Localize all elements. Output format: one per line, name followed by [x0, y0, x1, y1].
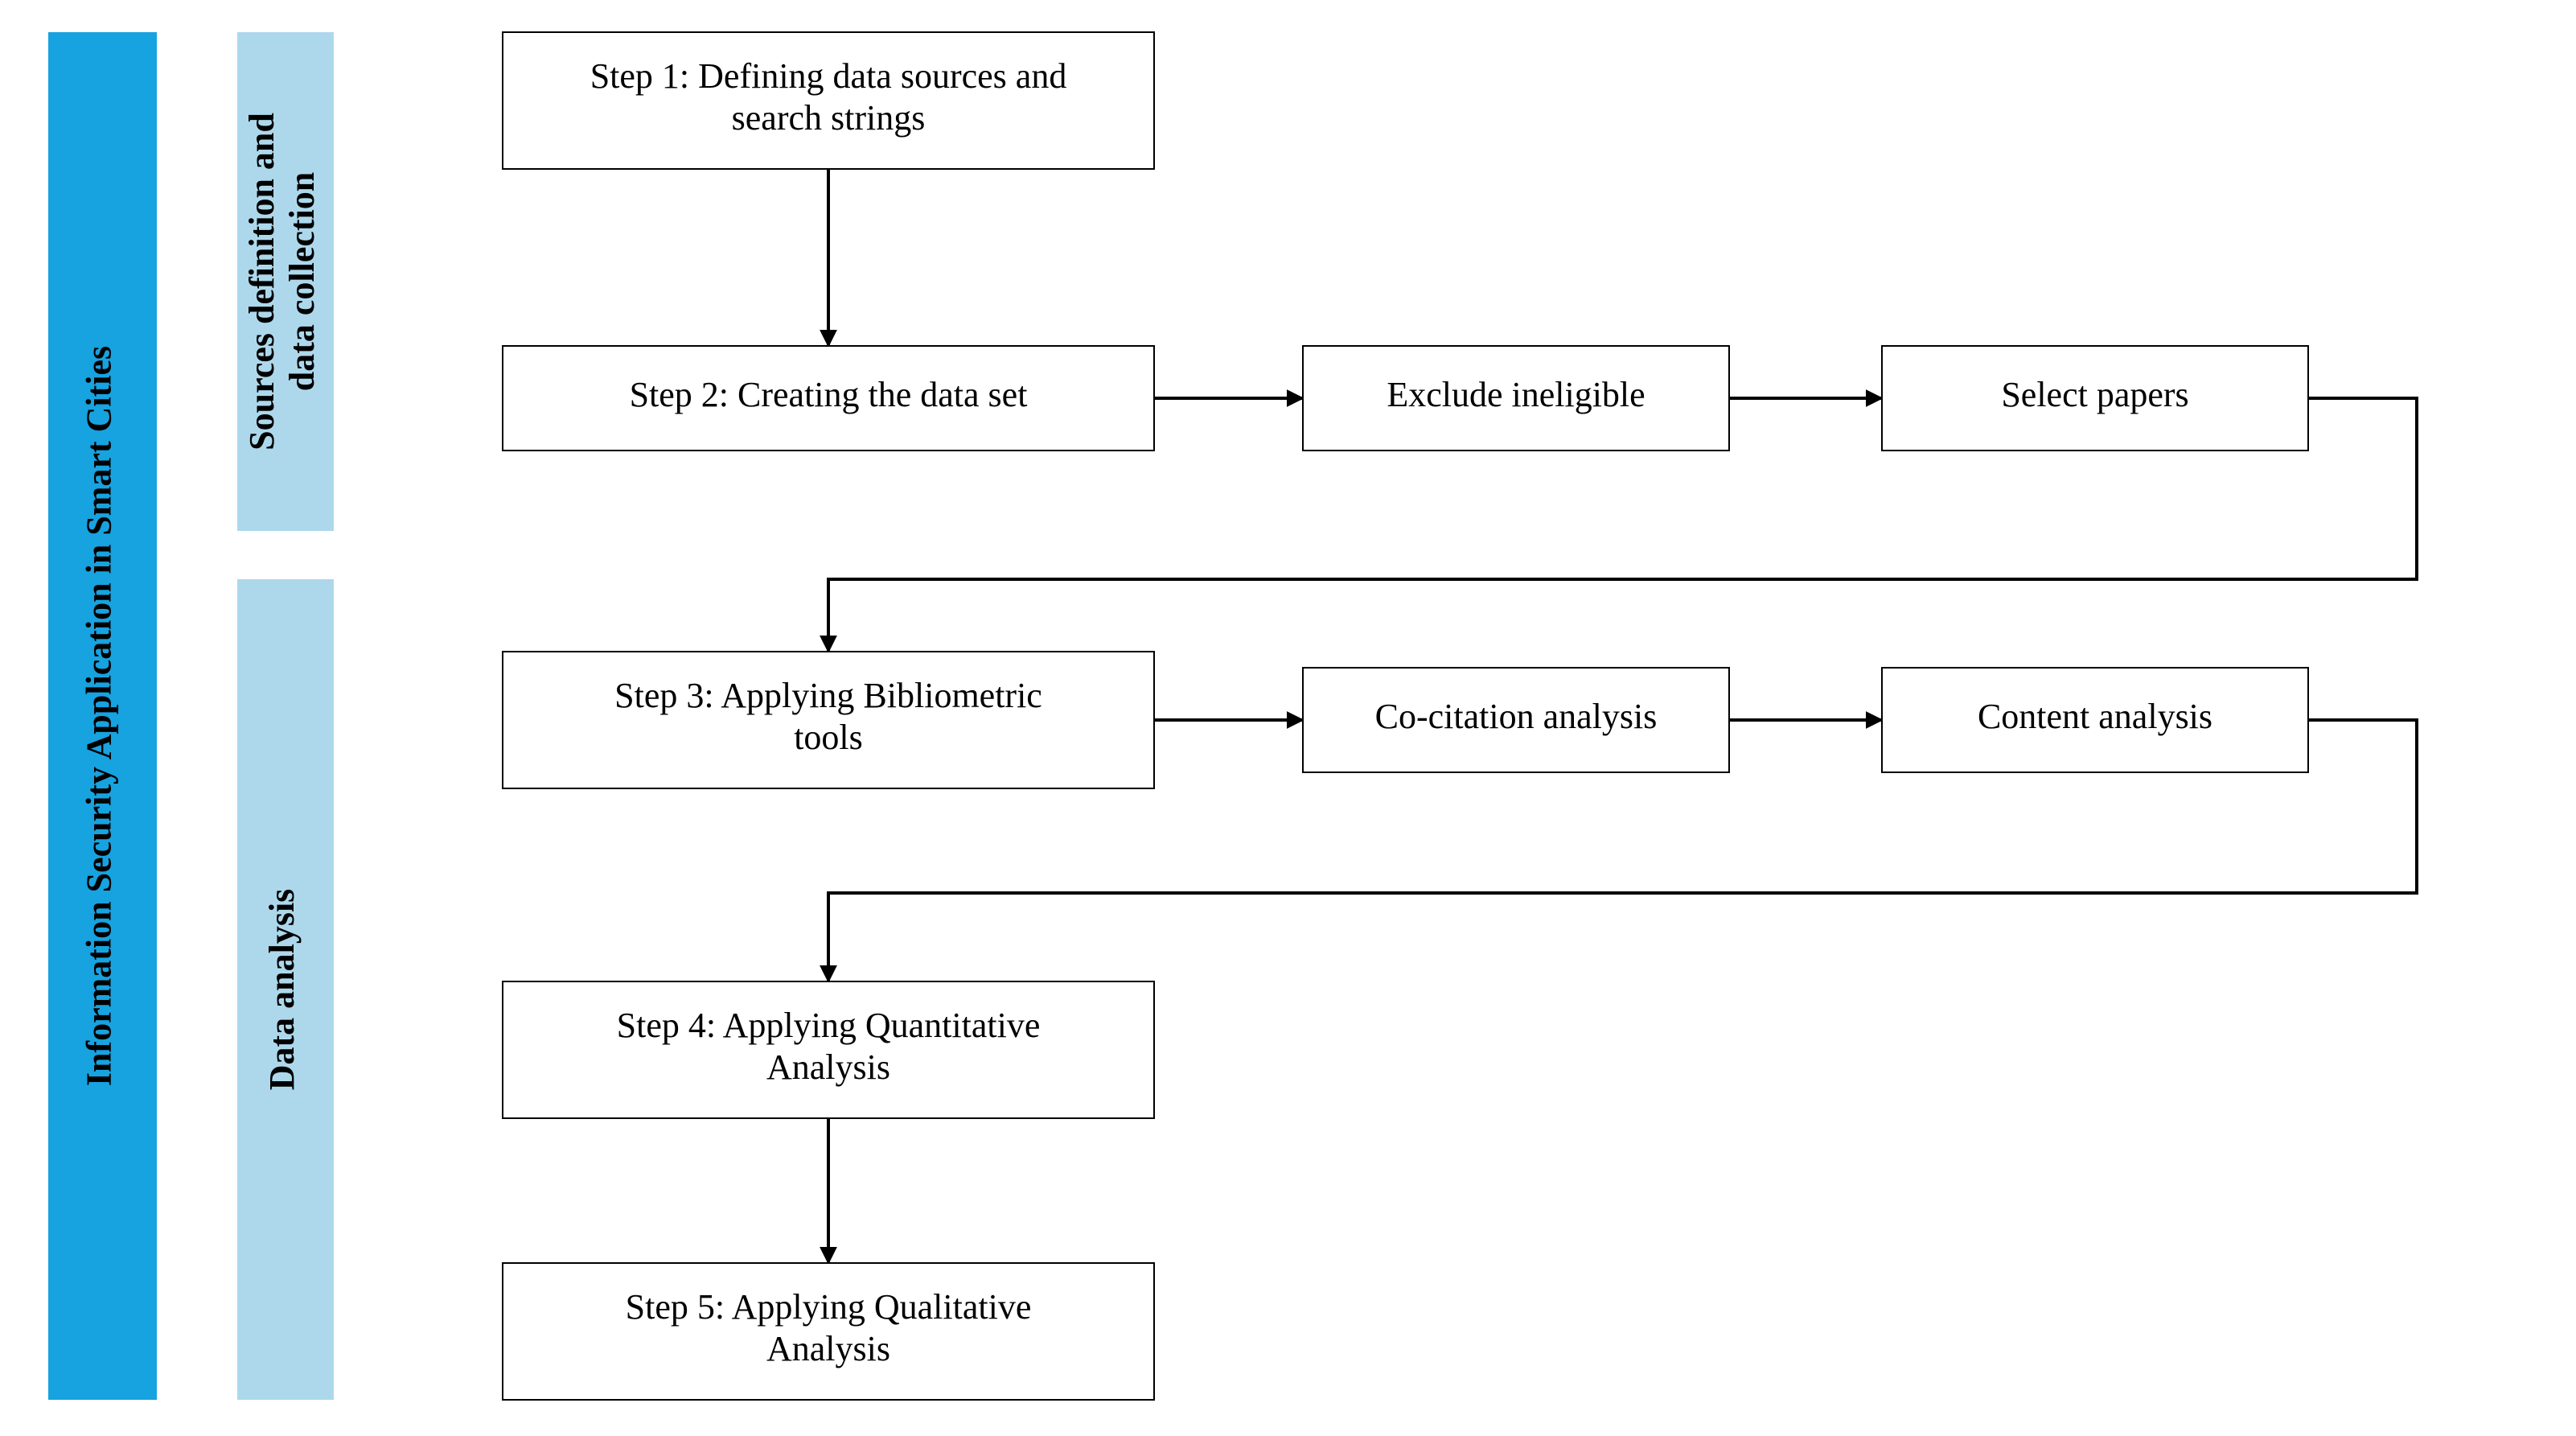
- node-step3-label-l2: tools: [794, 718, 863, 757]
- node-exclude-label: Exclude ineligible: [1387, 375, 1645, 414]
- node-step1-label-l1: Step 1: Defining data sources and: [590, 56, 1067, 96]
- sidebar-phase1-label-l2: data collection: [282, 172, 322, 392]
- node-step3-label-l1: Step 3: Applying Bibliometric: [614, 676, 1042, 715]
- node-step5-label-l1: Step 5: Applying Qualitative: [626, 1287, 1032, 1327]
- node-step1-label-l2: search strings: [732, 98, 926, 138]
- node-step4-label-l1: Step 4: Applying Quantitative: [617, 1006, 1041, 1045]
- sidebar-phase1-label-l1: Sources definition and: [242, 113, 281, 451]
- node-select-label: Select papers: [2001, 375, 2188, 414]
- sidebar-main-label: Information Security Application in Smar…: [80, 346, 119, 1086]
- node-step4-label-l2: Analysis: [766, 1047, 890, 1087]
- node-step5-label-l2: Analysis: [766, 1329, 890, 1368]
- node-cocite-label: Co-citation analysis: [1375, 697, 1658, 736]
- node-content-label: Content analysis: [1978, 697, 2212, 736]
- sidebar-phase2-label: Data analysis: [262, 889, 302, 1091]
- node-step2-label: Step 2: Creating the data set: [630, 375, 1028, 414]
